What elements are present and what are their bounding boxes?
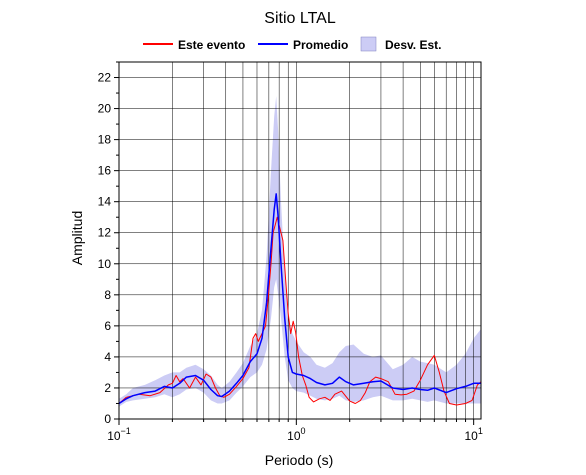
y-tick-label: 6	[104, 319, 111, 333]
plot-frame	[118, 61, 482, 420]
y-tick-label: 10	[98, 257, 112, 271]
legend: Este evento Promedio Desv. Est.	[143, 36, 441, 52]
y-tick-label: 8	[104, 288, 111, 302]
x-axis-label: Periodo (s)	[265, 452, 333, 468]
legend-std-label: Desv. Est.	[385, 38, 441, 52]
chart-title: Sitio LTAL	[264, 10, 336, 27]
mean-series-line	[118, 193, 481, 405]
legend-std-swatch	[360, 36, 377, 52]
legend-mean-label: Promedio	[293, 38, 348, 52]
y-tick-label: 20	[98, 102, 112, 116]
y-tick-label: 0	[104, 412, 111, 426]
y-tick-label: 22	[98, 71, 112, 85]
x-tick-label: 100	[287, 426, 305, 443]
y-tick-label: 16	[98, 164, 112, 178]
y-tick-label: 18	[98, 133, 112, 147]
y-tick-label: 4	[104, 350, 111, 364]
event-series-line	[118, 216, 482, 406]
x-tick-label: 10−1	[107, 426, 131, 443]
grid	[118, 62, 481, 420]
y-tick-label: 2	[104, 381, 111, 395]
x-tick-label: 101	[464, 426, 482, 443]
y-axis-label: Amplitud	[69, 211, 85, 265]
y-tick-label: 12	[98, 226, 112, 240]
legend-event-label: Este evento	[178, 38, 245, 52]
y-tick-label: 14	[98, 195, 112, 209]
std-band	[119, 96, 481, 407]
